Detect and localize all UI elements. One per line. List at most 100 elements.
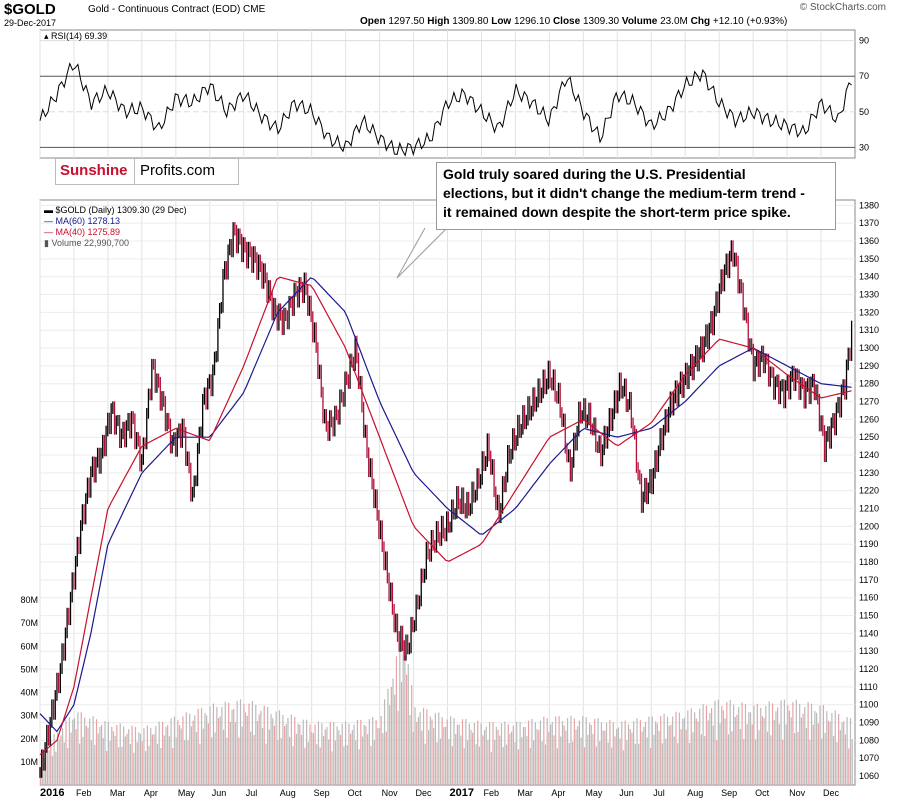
symbol-description: Gold - Continuous Contract (EOD) CME xyxy=(88,4,266,15)
volume-tick-label: 20M xyxy=(20,734,38,744)
volume-bar xyxy=(668,725,670,785)
volume-bar xyxy=(100,725,103,785)
volume-bar xyxy=(270,713,272,785)
volume-bar xyxy=(588,723,591,785)
volume-bar xyxy=(412,731,414,785)
volume-bar xyxy=(256,720,259,785)
volume-bar xyxy=(248,703,250,785)
volume-bar xyxy=(55,751,57,785)
x-axis-month-label: Apr xyxy=(144,788,158,798)
x-axis-month-label: Sep xyxy=(314,788,330,798)
volume-bar xyxy=(295,733,298,785)
volume-bar xyxy=(231,709,233,785)
price-tick-label: 1070 xyxy=(859,753,879,763)
ma40-legend: — MA(40) 1275.89 xyxy=(44,227,120,237)
volume-bar xyxy=(797,731,799,785)
price-tick-label: 1260 xyxy=(859,414,879,424)
volume-bar xyxy=(824,732,826,785)
volume-bar xyxy=(778,724,780,785)
volume-bar xyxy=(229,721,231,785)
volume-bar xyxy=(548,731,550,785)
price-tick-label: 1230 xyxy=(859,468,879,478)
annotation-line-3: it remained down despite the short-term … xyxy=(443,204,791,220)
volume-bar xyxy=(539,720,542,785)
volume-bar xyxy=(526,736,528,785)
volume-bar xyxy=(129,743,132,785)
volume-bar xyxy=(219,716,221,785)
volume-bar xyxy=(241,726,243,785)
volume-bar xyxy=(731,731,733,785)
volume-bar xyxy=(636,718,638,785)
volume-bar xyxy=(85,725,87,785)
volume-bar xyxy=(827,720,830,785)
volume-bar xyxy=(67,747,69,785)
volume-label: Volume xyxy=(621,16,658,27)
volume-bar xyxy=(522,727,525,785)
volume-bar xyxy=(604,730,606,785)
volume-bar xyxy=(417,716,420,785)
volume-bar xyxy=(492,722,494,785)
volume-bar xyxy=(621,721,623,785)
volume-bar xyxy=(687,710,689,785)
volume-bar xyxy=(95,719,98,785)
volume-bar xyxy=(207,723,209,785)
volume-bar xyxy=(304,747,306,785)
volume-bar xyxy=(273,725,276,785)
volume-bar xyxy=(429,716,431,785)
price-legend: ▬ $GOLD (Daily) 1309.30 (29 Dec) xyxy=(44,205,187,215)
volume-bar xyxy=(62,728,64,785)
volume-bar xyxy=(792,702,794,785)
volume-bar xyxy=(563,725,565,785)
volume-bar xyxy=(146,725,148,785)
logo-divider xyxy=(134,159,135,184)
volume-bar xyxy=(261,728,264,785)
volume-bar xyxy=(555,716,557,785)
volume-bar xyxy=(234,722,237,785)
volume-tick-label: 30M xyxy=(20,711,38,721)
volume-bar xyxy=(353,724,355,785)
quote-bar: Open 1297.50 High 1309.80 Low 1296.10 Cl… xyxy=(360,16,787,27)
volume-bar xyxy=(139,733,142,785)
chart-date: 29-Dec-2017 xyxy=(4,18,57,28)
volume-bar xyxy=(143,728,145,785)
volume-bar xyxy=(116,725,118,785)
volume-bar xyxy=(287,717,289,785)
volume-bar xyxy=(751,724,753,785)
volume-bar xyxy=(84,717,86,785)
volume-bar xyxy=(431,719,433,785)
volume-bar xyxy=(546,718,548,785)
volume-bar xyxy=(682,718,684,785)
sunshine-profits-logo: Sunshine Profits.com xyxy=(55,158,239,185)
volume-bar xyxy=(561,721,564,785)
volume-bar xyxy=(460,735,462,785)
volume-bar xyxy=(531,718,533,785)
volume-bar xyxy=(780,700,782,785)
volume-bar xyxy=(793,733,796,785)
volume-bar xyxy=(763,717,765,785)
volume-bar xyxy=(73,718,76,785)
volume-bar xyxy=(844,734,847,785)
volume-bar xyxy=(590,724,592,785)
volume-bar xyxy=(799,703,801,785)
volume-bar xyxy=(666,716,669,785)
volume-bar xyxy=(80,712,82,785)
volume-bar xyxy=(814,711,816,785)
volume-bar xyxy=(309,724,311,785)
volume-tick-label: 40M xyxy=(20,688,38,698)
volume-bar xyxy=(551,721,553,785)
volume-bar xyxy=(732,704,735,785)
chg-value: +12.10 (+0.93%) xyxy=(712,16,788,27)
volume-bar xyxy=(456,724,459,785)
volume-bar xyxy=(82,736,84,785)
volume-bar xyxy=(788,710,791,785)
volume-bar xyxy=(165,727,167,785)
volume-bar xyxy=(394,694,396,785)
volume-bar xyxy=(160,748,162,785)
price-tick-label: 1120 xyxy=(859,664,878,674)
volume-bar xyxy=(489,721,491,785)
volume-bar xyxy=(766,731,769,785)
volume-bar xyxy=(529,747,531,785)
volume-bar xyxy=(399,642,401,785)
volume-bar xyxy=(760,707,762,785)
